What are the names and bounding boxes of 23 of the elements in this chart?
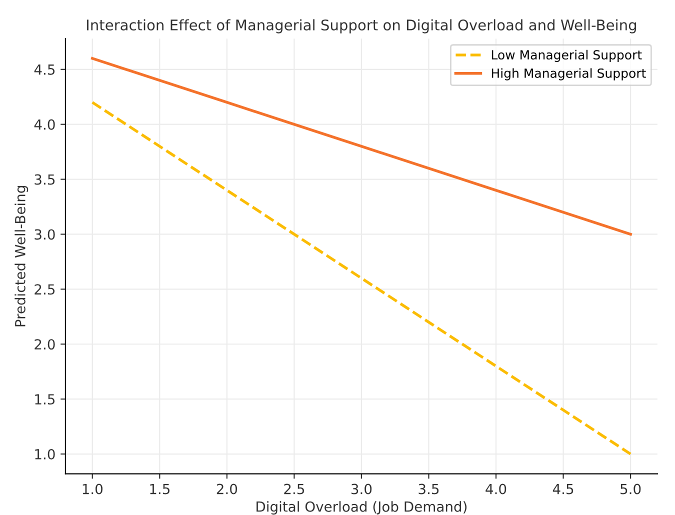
x-tick-label: 4.0 — [486, 484, 506, 494]
y-tick-label: 4.0 — [34, 119, 55, 130]
line-series — [90, 100, 632, 456]
x-axis-title: Digital Overload (Job Demand) — [256, 501, 467, 515]
y-tick-label: 3.5 — [34, 174, 55, 185]
legend-label: High Managerial Support — [492, 68, 646, 80]
y-tick-label: 3.0 — [34, 229, 55, 240]
x-tick-label: 3.5 — [418, 484, 439, 494]
x-tick-label: 1.5 — [150, 484, 170, 494]
x-tick-label: 2.5 — [284, 484, 304, 494]
y-tick-label: 2.0 — [34, 339, 55, 350]
x-tick-label: 1.0 — [82, 484, 103, 494]
y-tick-label: 1.5 — [35, 394, 55, 405]
x-tick-label: 5.0 — [620, 484, 641, 494]
y-tick-label: 1.0 — [35, 448, 55, 460]
x-tick-label: 3.0 — [351, 484, 372, 494]
legend-label: Low Managerial Support — [492, 50, 642, 62]
x-tick-label: 4.5 — [552, 484, 574, 494]
y-tick-label: 4.5 — [34, 64, 55, 75]
y-tick-label: 2.5 — [34, 284, 55, 295]
chart-title: Interaction Effect of Managerial Support on Digital Overload and Well-Being — [87, 19, 636, 34]
y-axis-title: Predicted Well-Being — [14, 186, 28, 326]
x-tick-label: 2.0 — [216, 484, 238, 494]
